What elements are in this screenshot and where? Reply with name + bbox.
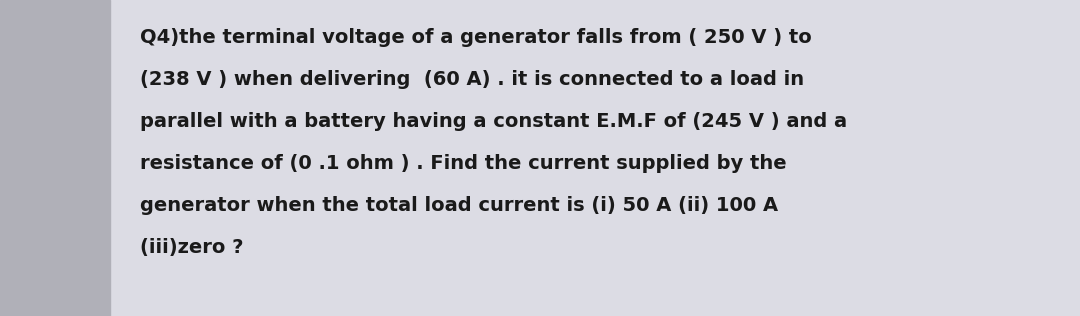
Text: (iii)zero ?: (iii)zero ?: [140, 238, 243, 257]
Text: resistance of (0 .1 ohm ) . Find the current supplied by the: resistance of (0 .1 ohm ) . Find the cur…: [140, 154, 786, 173]
Text: generator when the total load current is (i) 50 A (ii) 100 A: generator when the total load current is…: [140, 196, 778, 215]
Text: (238 V ) when delivering  (60 A) . it is connected to a load in: (238 V ) when delivering (60 A) . it is …: [140, 70, 805, 89]
Text: Q4)the terminal voltage of a generator falls from ( 250 V ) to: Q4)the terminal voltage of a generator f…: [140, 28, 812, 47]
Bar: [0, 0, 110, 316]
Text: parallel with a battery having a constant E.M.F of (245 V ) and a: parallel with a battery having a constan…: [140, 112, 847, 131]
